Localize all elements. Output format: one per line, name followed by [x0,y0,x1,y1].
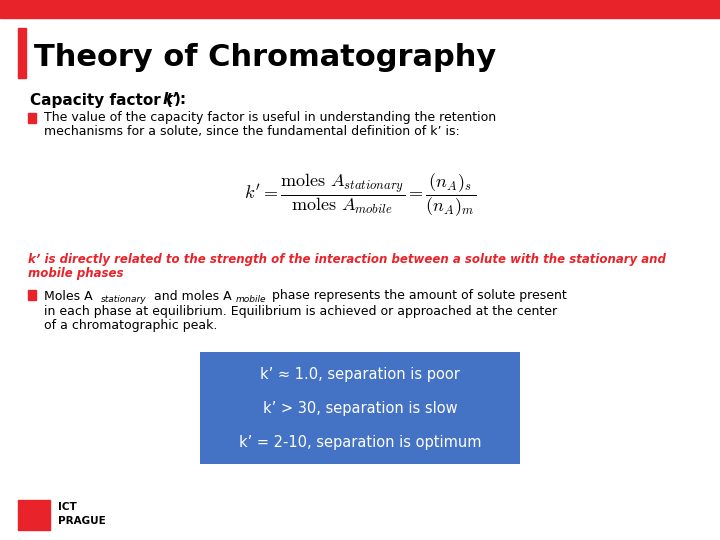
Text: k’: k’ [163,92,179,107]
Bar [28,290,36,300]
Text: of a chromatographic peak.: of a chromatographic peak. [44,320,217,333]
Text: The value of the capacity factor is useful in understanding the retention: The value of the capacity factor is usef… [44,111,496,125]
Text: mobile: mobile [236,295,266,305]
Text: $k' = \dfrac{\mathrm{moles}\ A_{\mathit{stationary}}}{\mathrm{moles}\ A_{\mathit: $k' = \dfrac{\mathrm{moles}\ A_{\mathit{… [244,171,476,219]
Bar [18,28,26,78]
Text: k’ ≈ 1.0, separation is poor: k’ ≈ 1.0, separation is poor [260,367,460,381]
Text: stationary: stationary [101,295,147,305]
Bar [28,113,36,123]
Text: Capacity factor (: Capacity factor ( [30,92,173,107]
Text: k’ > 30, separation is slow: k’ > 30, separation is slow [263,401,457,415]
Text: k’ = 2-10, separation is optimum: k’ = 2-10, separation is optimum [239,435,481,449]
Bar [0,0,720,18]
Bar [18,500,50,530]
Text: ):: ): [174,92,187,107]
Bar [200,352,520,464]
Text: mechanisms for a solute, since the fundamental definition of k’ is:: mechanisms for a solute, since the funda… [44,125,460,138]
Text: k’ is directly related to the strength of the interaction between a solute with : k’ is directly related to the strength o… [28,253,666,267]
Text: Theory of Chromatography: Theory of Chromatography [34,44,496,72]
Text: in each phase at equilibrium. Equilibrium is achieved or approached at the cente: in each phase at equilibrium. Equilibriu… [44,306,557,319]
Text: mobile phases: mobile phases [28,267,124,280]
Text: ICT: ICT [58,502,77,512]
Text: Moles A: Moles A [44,289,93,302]
Text: and moles A: and moles A [150,289,232,302]
Text: phase represents the amount of solute present: phase represents the amount of solute pr… [268,289,567,302]
Text: ○: ○ [28,508,40,522]
Text: PRAGUE: PRAGUE [58,516,106,526]
